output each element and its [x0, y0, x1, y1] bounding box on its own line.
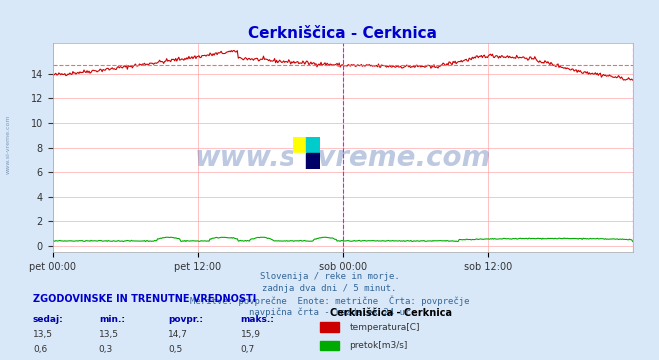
- Bar: [320, 322, 339, 332]
- Bar: [293, 137, 306, 153]
- Text: maks.:: maks.:: [241, 315, 274, 324]
- Text: 0,3: 0,3: [99, 345, 113, 354]
- Text: 13,5: 13,5: [33, 330, 53, 339]
- Text: 15,9: 15,9: [241, 330, 260, 339]
- Text: sedaj:: sedaj:: [33, 315, 64, 324]
- Text: povpr.:: povpr.:: [168, 315, 203, 324]
- Text: www.si-vreme.com: www.si-vreme.com: [194, 144, 491, 172]
- Text: Meritve: povprečne  Enote: metrične  Črta: povprečje: Meritve: povprečne Enote: metrične Črta:…: [190, 296, 469, 306]
- Bar: [320, 341, 339, 350]
- Text: Slovenija / reke in morje.: Slovenija / reke in morje.: [260, 272, 399, 281]
- Text: pretok[m3/s]: pretok[m3/s]: [349, 341, 408, 350]
- Text: zadnja dva dni / 5 minut.: zadnja dva dni / 5 minut.: [262, 284, 397, 293]
- Text: navpična črta - razdelek 24 ur: navpična črta - razdelek 24 ur: [249, 307, 410, 317]
- Text: 14,7: 14,7: [168, 330, 188, 339]
- Text: 0,7: 0,7: [241, 345, 255, 354]
- Text: Cerkniščica - Cerknica: Cerkniščica - Cerknica: [330, 308, 451, 318]
- Text: 13,5: 13,5: [99, 330, 119, 339]
- Bar: [306, 137, 320, 153]
- Bar: [306, 153, 320, 169]
- Text: www.si-vreme.com: www.si-vreme.com: [5, 114, 11, 174]
- Bar: [293, 153, 306, 169]
- Text: ZGODOVINSKE IN TRENUTNE VREDNOSTI: ZGODOVINSKE IN TRENUTNE VREDNOSTI: [33, 294, 256, 305]
- Text: 0,6: 0,6: [33, 345, 47, 354]
- Text: temperatura[C]: temperatura[C]: [349, 323, 420, 332]
- Text: min.:: min.:: [99, 315, 125, 324]
- Title: Cerkniščica - Cerknica: Cerkniščica - Cerknica: [248, 26, 437, 41]
- Text: 0,5: 0,5: [168, 345, 183, 354]
